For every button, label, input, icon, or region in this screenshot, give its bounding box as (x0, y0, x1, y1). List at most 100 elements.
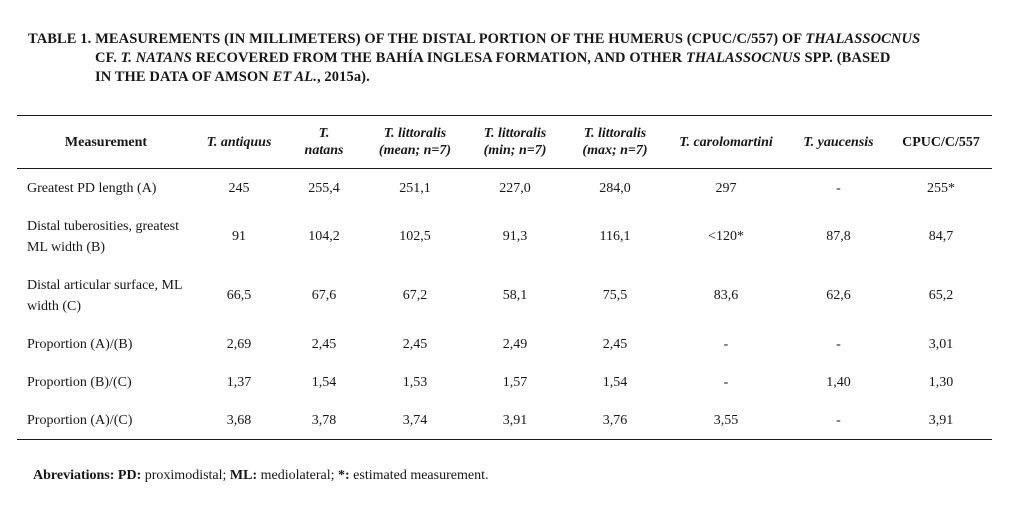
table-cell: 3,74 (402, 412, 428, 428)
table-cell: 284,0 (599, 180, 631, 196)
table-row-proportion-a-c: Proportion (A)/(C) 3,68 3,78 3,74 3,91 3… (17, 401, 992, 440)
table-cell: 3,01 (928, 336, 954, 352)
table-cell: 102,5 (399, 229, 431, 244)
measurements-table: Measurement T. antiquus T. natans T. litt… (17, 115, 992, 440)
table-cell: 3,68 (226, 412, 252, 428)
table-header: Measurement T. antiquus T. natans T. litt… (17, 116, 992, 169)
footnote-pd-label: PD: (117, 468, 145, 483)
table-cell: 1,37 (226, 374, 252, 390)
footnote-asterisk-label: *: (338, 468, 354, 483)
table-cell: <120* (708, 229, 744, 244)
table-cell: 245 (228, 180, 250, 196)
table-cell: 3,55 (713, 412, 739, 428)
table-cell: 251,1 (399, 180, 431, 196)
table-body: Greatest PD length (A) 245 255,4 251,1 2… (17, 169, 992, 440)
column-header-t-littoralis-mean: T. littoralis (mean; n=7) (365, 116, 465, 169)
table-cell: 67,2 (402, 288, 428, 303)
footnote-ml-definition: mediolateral; (260, 468, 338, 483)
table-cell: 2,49 (502, 336, 528, 352)
table-cell: 91 (232, 229, 246, 244)
caption-taxon-thalassocnus: THALASSOCNUS (805, 31, 921, 47)
header-line: CPUC/C/557 (902, 134, 980, 150)
table-cell: 3,78 (311, 412, 337, 428)
column-header-t-natans: T. natans (283, 116, 365, 169)
table-cell: 75,5 (602, 288, 628, 303)
column-header-measurement: Measurement (17, 116, 195, 169)
table-cell: 84,7 (928, 229, 954, 244)
table-cell: 3,76 (602, 412, 628, 428)
table-cell: 83,6 (713, 288, 739, 303)
caption-taxon-t-natans: T. NATANS (120, 50, 192, 66)
header-line: T. carolomartini (679, 134, 773, 150)
caption-text: TABLE 1. MEASUREMENTS (IN MILLIMETERS) O… (28, 31, 806, 47)
table-cell: 255* (927, 180, 955, 196)
table-caption: TABLE 1. MEASUREMENTS (IN MILLIMETERS) O… (28, 30, 990, 87)
footnote-abbreviations-label: Abreviations: (33, 468, 118, 483)
table-row-distal-tuberosities: Distal tuberosities, greatest ML width (… (17, 207, 992, 266)
table-cell: 65,2 (928, 288, 954, 303)
caption-taxon-thalassocnus: THALASSOCNUS (685, 50, 801, 66)
caption-line-1: TABLE 1. MEASUREMENTS (IN MILLIMETERS) O… (28, 30, 990, 49)
row-label: Distal articular surface, ML width (C) (27, 277, 182, 314)
table-cell: - (723, 374, 729, 390)
row-label: Proportion (B)/(C) (27, 374, 132, 390)
table-cell: 297 (715, 180, 737, 196)
row-label: Proportion (A)/(C) (27, 412, 133, 428)
table-cell: 66,5 (226, 288, 252, 303)
table-footnote: Abreviations: PD: proximodistal; ML: med… (33, 467, 990, 485)
caption-text: RECOVERED FROM THE BAHÍA INGLESA FORMATI… (191, 50, 686, 66)
table-cell: 3,91 (928, 412, 954, 428)
table-cell: 67,6 (311, 288, 337, 303)
header-line: Measurement (64, 134, 148, 150)
table-cell: 1,54 (602, 374, 628, 390)
table-cell: 255,4 (308, 180, 340, 196)
table-row-greatest-pd-length: Greatest PD length (A) 245 255,4 251,1 2… (17, 169, 992, 208)
table-cell: 87,8 (826, 229, 851, 244)
row-label: Proportion (A)/(B) (27, 336, 133, 352)
header-line: (mean; n=7) (378, 143, 452, 158)
table-cell: - (836, 336, 841, 352)
header-line: (max; n=7) (582, 143, 648, 158)
table-cell: 3,91 (502, 412, 528, 428)
column-header-cpuc-c-557: CPUC/C/557 (890, 116, 992, 169)
table-cell: 62,6 (826, 288, 851, 303)
header-line: T. yaucensis (803, 134, 874, 150)
table-cell: 91,3 (502, 229, 528, 244)
header-line: (min; n=7) (483, 143, 547, 158)
table-cell: 116,1 (599, 229, 631, 244)
table-cell: 2,45 (402, 336, 428, 352)
footnote-pd-definition: proximodistal; (144, 468, 230, 483)
table-row-distal-articular-surface: Distal articular surface, ML width (C) 6… (17, 266, 992, 325)
table-cell: 104,2 (308, 229, 340, 244)
caption-text: , 2015a). (316, 69, 370, 85)
table-cell: 1,57 (502, 374, 528, 390)
row-label: Distal tuberosities, greatest ML width (… (27, 218, 180, 255)
caption-line-3: IN THE DATA OF AMSON ET AL., 2015a). (95, 68, 990, 87)
header-line: T. (318, 126, 330, 141)
column-header-t-littoralis-min: T. littoralis (min; n=7) (465, 116, 565, 169)
column-header-t-antiquus: T. antiquus (195, 116, 283, 169)
header-line: T. littoralis (483, 126, 547, 141)
caption-text: IN THE DATA OF AMSON (95, 69, 273, 85)
table-cell: 227,0 (499, 180, 531, 196)
table-cell: 1,40 (826, 374, 851, 390)
row-label: Greatest PD length (A) (27, 180, 157, 196)
caption-text: SPP. (BASED (800, 50, 891, 66)
footnote-asterisk-definition: estimated measurement. (353, 468, 489, 483)
table-cell: 2,69 (226, 336, 252, 352)
header-row: Measurement T. antiquus T. natans T. litt… (17, 116, 992, 169)
header-line: T. antiquus (206, 134, 272, 150)
table-cell: 58,1 (502, 288, 528, 303)
header-line: T. littoralis (383, 126, 447, 141)
table-cell: 1,30 (928, 374, 954, 390)
caption-text: CF. (95, 50, 121, 66)
table-cell: - (836, 180, 841, 196)
header-line: natans (304, 143, 344, 158)
caption-et-al: ET AL. (272, 69, 317, 85)
footnote-ml-label: ML: (229, 468, 261, 483)
table-cell: - (836, 412, 841, 428)
caption-line-2: CF. T. NATANS RECOVERED FROM THE BAHÍA I… (95, 49, 990, 68)
table-row-proportion-b-c: Proportion (B)/(C) 1,37 1,54 1,53 1,57 1… (17, 363, 992, 401)
column-header-t-littoralis-max: T. littoralis (max; n=7) (565, 116, 665, 169)
column-header-t-carolomartini: T. carolomartini (665, 116, 787, 169)
